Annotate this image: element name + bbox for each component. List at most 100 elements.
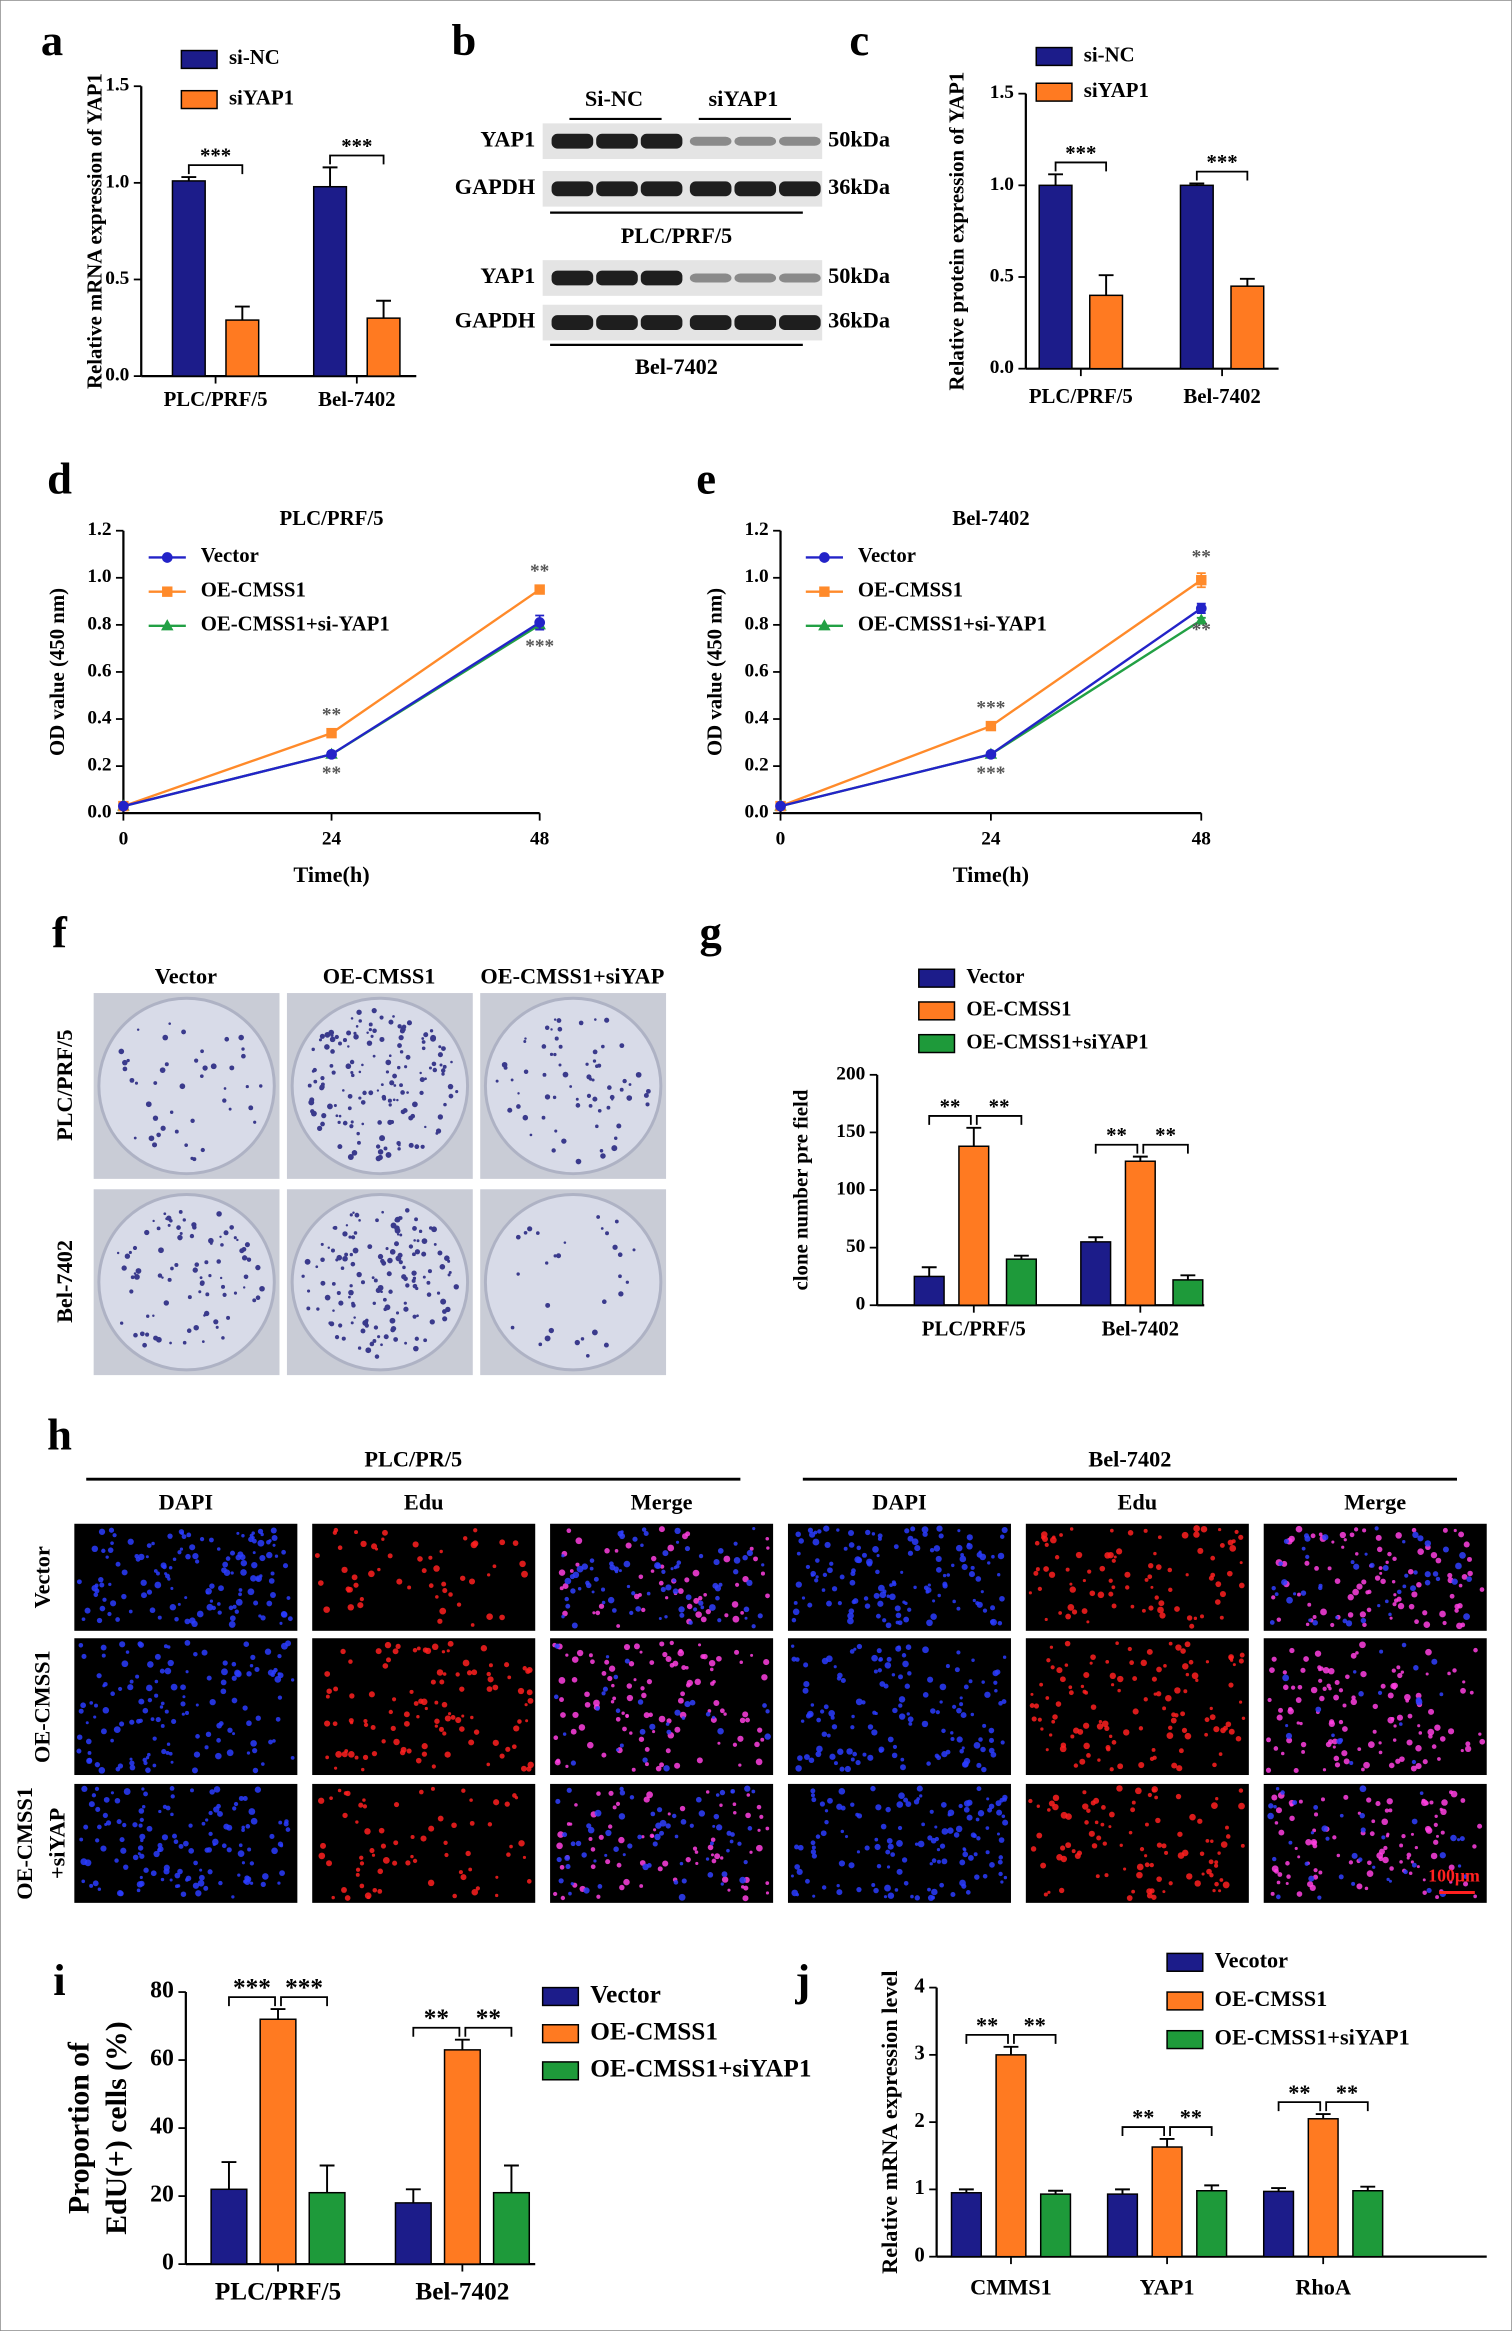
colony-dot: [429, 1029, 434, 1033]
cell-dot: [1393, 1686, 1397, 1690]
cell-dot: [589, 1558, 595, 1563]
cell-dot: [1191, 1672, 1199, 1680]
y-axis-label: clone number pre field: [789, 1089, 813, 1290]
cell-dot: [955, 1544, 963, 1552]
cell-dot: [695, 1796, 702, 1803]
cell-dot: [942, 1583, 948, 1589]
cell-dot: [1435, 1576, 1441, 1582]
cell-dot: [1381, 1835, 1386, 1840]
cell-dot: [164, 1709, 169, 1714]
cell-dot: [975, 1576, 982, 1582]
cell-dot: [1322, 1686, 1327, 1691]
colony-dot: [431, 1061, 437, 1067]
cell-dot: [1408, 1871, 1413, 1875]
cell-dot: [1313, 1812, 1319, 1817]
legend-label: OE-CMSS1+siYAP1: [1215, 2025, 1410, 2050]
blot-size-label: 36kDa: [828, 308, 890, 333]
cell-dot: [1204, 1717, 1210, 1723]
cell-dot: [994, 1669, 1001, 1675]
cell-dot: [746, 1549, 754, 1557]
colony-dot: [558, 1063, 562, 1067]
cell-dot: [843, 1546, 848, 1551]
cell-dot: [1341, 1545, 1345, 1549]
colony-dot: [403, 1276, 408, 1282]
cell-dot: [431, 1764, 436, 1769]
cell-dot: [197, 1879, 205, 1887]
cell-dot: [643, 1530, 649, 1537]
cell-dot: [140, 1592, 147, 1599]
cell-dot: [1300, 1667, 1306, 1673]
cell-dot: [940, 1802, 947, 1808]
cell-dot: [874, 1843, 881, 1851]
colony-dot: [236, 1238, 239, 1242]
y-tick-label: 40: [150, 2114, 174, 2140]
cell-dot: [1440, 1830, 1445, 1835]
cell-dot: [765, 1593, 770, 1599]
cell-dot: [81, 1653, 87, 1659]
cell-dot: [257, 1528, 264, 1535]
cell-dot: [1130, 1604, 1135, 1609]
cell-dot: [880, 1823, 887, 1830]
cell-dot: [1369, 1562, 1375, 1568]
cell-dot: [615, 1801, 621, 1806]
cell-dot: [604, 1853, 608, 1857]
y-tick-label: 0.0: [87, 802, 111, 823]
cell-dot: [1310, 1533, 1316, 1539]
cell-dot: [956, 1736, 963, 1743]
colony-dot: [186, 1328, 192, 1333]
y-tick-label: 0: [856, 1294, 866, 1315]
cell-dot: [1045, 1696, 1050, 1700]
cell-dot: [252, 1551, 256, 1555]
cell-dot: [1052, 1535, 1056, 1540]
cell-dot: [760, 1571, 766, 1576]
cell-dot: [1214, 1599, 1221, 1605]
colony-dot: [124, 1253, 131, 1259]
cell-dot: [742, 1554, 748, 1561]
cell-dot: [717, 1618, 722, 1623]
cell-dot: [271, 1670, 277, 1675]
cell-dot: [480, 1645, 488, 1652]
cell-dot: [1310, 1838, 1318, 1846]
cell-dot: [1141, 1608, 1146, 1613]
cell-dot: [1043, 1892, 1048, 1897]
colony-dot: [347, 1106, 352, 1111]
cell-dot: [864, 1845, 870, 1851]
colony-dot: [184, 1143, 188, 1147]
colony-dot: [358, 1096, 362, 1100]
cell-dot: [856, 1557, 863, 1564]
cell-dot: [827, 1567, 833, 1574]
cell-dot: [625, 1542, 632, 1549]
cell-dot: [1239, 1652, 1245, 1658]
cell-dot: [559, 1586, 564, 1591]
cell-dot: [371, 1853, 376, 1857]
cell-dot: [917, 1840, 925, 1848]
cell-dot: [811, 1845, 816, 1850]
cell-dot: [766, 1546, 770, 1550]
cell-dot: [1167, 1725, 1173, 1731]
cell-dot: [941, 1828, 949, 1835]
cell-dot: [1030, 1692, 1034, 1696]
cell-dot: [446, 1649, 450, 1653]
cell-dot: [1071, 1849, 1076, 1854]
x-tick-label: 48: [530, 828, 550, 849]
cell-dot: [270, 1592, 276, 1598]
colony-dot: [383, 1334, 389, 1340]
cell-dot: [456, 1602, 462, 1607]
cell-dot: [898, 1713, 906, 1720]
cell-dot: [1199, 1851, 1205, 1856]
cell-dot: [1330, 1622, 1335, 1628]
panel-letter: h: [47, 1409, 72, 1459]
cell-dot: [1404, 1573, 1409, 1578]
bar: [1172, 1279, 1204, 1306]
cell-dot: [968, 1855, 974, 1861]
cell-dot: [568, 1891, 572, 1896]
cell-dot: [250, 1817, 258, 1825]
cell-dot: [685, 1857, 691, 1863]
cell-dot: [750, 1653, 754, 1657]
cell-dot: [181, 1712, 185, 1716]
cell-dot: [149, 1607, 156, 1614]
colony-dot: [386, 1271, 392, 1277]
blot-band: [551, 133, 594, 149]
colony-dot: [585, 1062, 589, 1066]
cell-dot: [760, 1737, 765, 1742]
